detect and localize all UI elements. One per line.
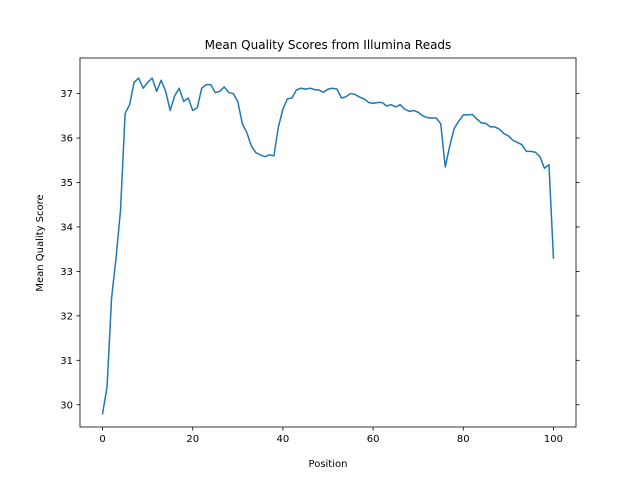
y-tick-label: 30 [60,400,73,411]
x-tick-label: 0 [99,434,105,445]
x-tick-label: 40 [277,434,290,445]
plot-frame [79,57,577,428]
x-tick-label: 20 [186,434,199,445]
y-tick-label: 34 [60,222,73,233]
x-axis-label: Position [309,459,348,470]
y-tick-label: 31 [60,356,73,367]
plot-area: 0 20 40 60 80 100 30 31 32 33 34 35 36 37 [60,57,580,445]
chart-title: Mean Quality Scores from Illumina Reads [205,38,452,52]
y-tick-label: 36 [60,134,73,145]
y-tick-label: 32 [60,311,73,322]
x-tick-label: 80 [457,434,470,445]
y-tick-label: 35 [60,178,73,189]
y-tick-label: 33 [60,267,73,278]
y-axis-label: Mean Quality Score [35,194,46,291]
series-line-0 [101,77,555,415]
x-tick-label: 60 [367,434,380,445]
y-tick-label: 37 [60,89,73,100]
x-tick-label: 100 [544,434,563,445]
